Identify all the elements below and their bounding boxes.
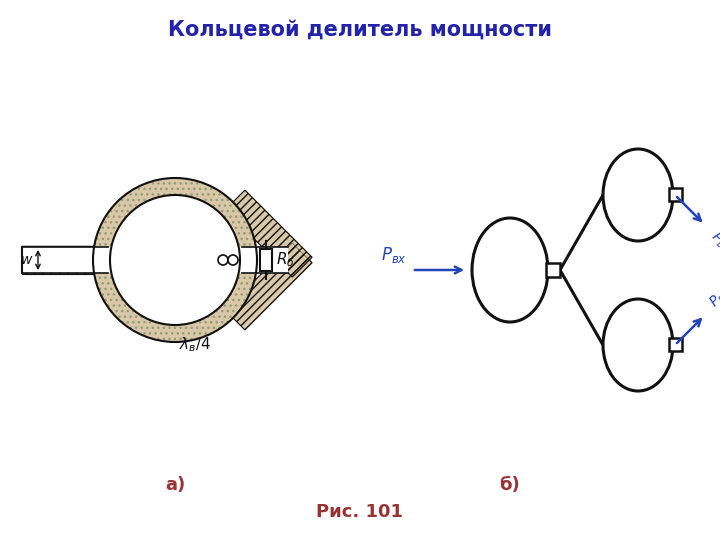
Circle shape [110, 195, 240, 325]
Text: $R_б$: $R_б$ [276, 251, 294, 269]
Polygon shape [225, 243, 312, 330]
Bar [669, 338, 682, 351]
Text: Рис. 101: Рис. 101 [317, 503, 403, 521]
Text: w: w [22, 253, 32, 267]
Polygon shape [22, 246, 235, 274]
Circle shape [218, 255, 228, 265]
Text: $P_{вх}$: $P_{вх}$ [381, 245, 407, 265]
Bar [546, 263, 560, 277]
Ellipse shape [603, 299, 673, 391]
Text: $P_{вх}/4$: $P_{вх}/4$ [707, 275, 720, 311]
Circle shape [93, 178, 257, 342]
Text: а): а) [165, 476, 185, 494]
Bar [669, 188, 682, 201]
Bar [260, 249, 272, 271]
Text: Кольцевой делитель мощности: Кольцевой делитель мощности [168, 20, 552, 40]
Text: $P_{вх}/4$: $P_{вх}/4$ [707, 229, 720, 265]
Ellipse shape [603, 149, 673, 241]
Polygon shape [225, 190, 312, 277]
Circle shape [228, 255, 238, 265]
Text: $\lambda_в/4$: $\lambda_в/4$ [179, 335, 211, 354]
Ellipse shape [472, 218, 548, 322]
Text: б): б) [500, 476, 521, 494]
FancyBboxPatch shape [20, 247, 288, 273]
